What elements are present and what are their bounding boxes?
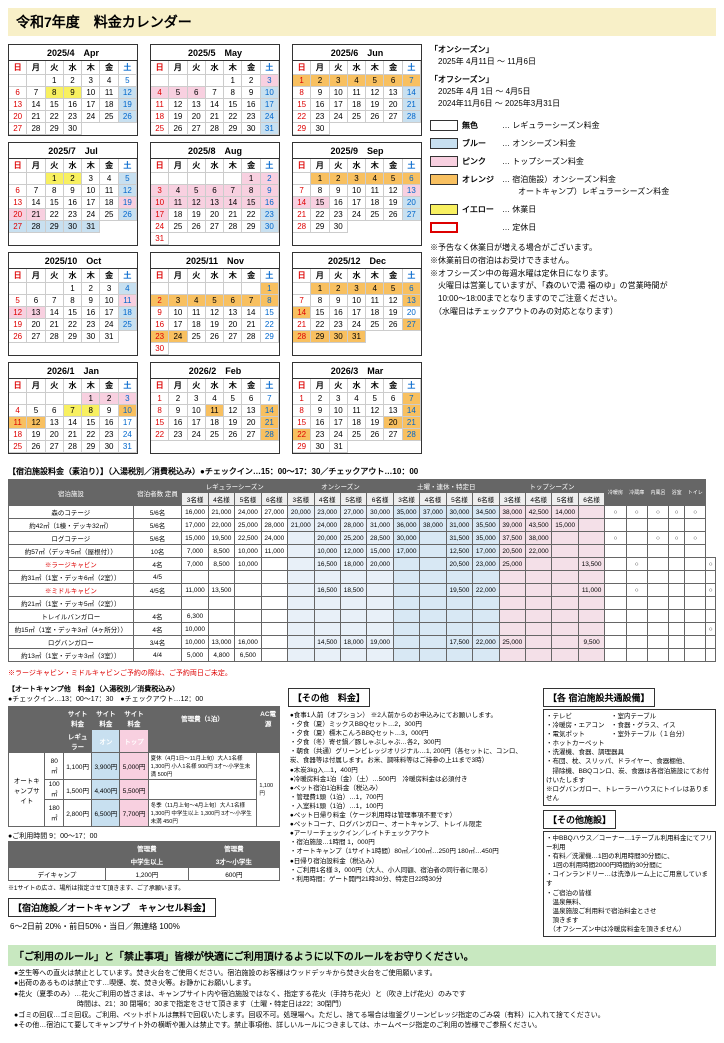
daycamp-table: 管理費管理費中学生以上3才～小学生デイキャンプ1,200円600円 [8, 841, 280, 881]
cabin-note: ※ラージキャビン・ミドルキャビンご予約の際は、ご予約両日ご未定。 [8, 668, 716, 678]
on-season-range: 2025年 4月11日 ～ 11月6日 [438, 56, 716, 68]
camp-price-table: サイト料金サイト料金サイト料金管理費（1泊）AC電源レギュラーオントップオートキ… [8, 706, 280, 827]
facility-head: 【その他施設】 [543, 810, 616, 829]
off-season-range2: 2024年11月6日 ～ 2025年3月31日 [438, 98, 716, 110]
facility-list: ・中BBQハウス／コーナー…1テーブル利用料金にてフリー利用・有料／洗濯機…1回… [543, 831, 716, 937]
camp-head: 【オートキャンプ他 料金】（入湯税別／消費税込み） [8, 684, 280, 694]
daycamp-head: ●ご利用時間 9：00～17：00 [8, 831, 280, 841]
rules-list: ●芝生等への直火は禁止としています。焚き火台をご使用ください。宿泊施設のお客様は… [8, 966, 716, 1035]
on-season-title: 「オンシーズン」 [430, 44, 716, 56]
off-season-range1: 2025年 4月 1日 ～ 4月5日 [438, 86, 716, 98]
lodging-price-table: 宿泊施設宿泊者数 定員レギュラーシーズンオンシーズン土曜・連休・特定日トップシー… [8, 479, 716, 662]
equip-head: 【各 宿泊施設共通設備】 [543, 688, 655, 707]
other-fees: ●食事1人前（オプション） ※2人前からのお申込みにてお願いします。・夕食（夏）… [288, 709, 535, 886]
other-head: 【その他 料金】 [288, 688, 370, 707]
cancel-head: 【宿泊施設／オートキャンプ キャンセル料金】 [8, 898, 216, 917]
legend-panel: 「オンシーズン」 2025年 4月11日 ～ 11月6日 「オフシーズン」 20… [430, 44, 716, 454]
lodging-head: 【宿泊施設料金（素泊り）】（入湯税別／消費税込み）●チェックイン…15：00～1… [8, 466, 716, 477]
equipment-list: ・テレビ ・室内テーブル・冷暖房・エアコン ・食器・グラス、イス・電気ポット ・… [543, 709, 716, 806]
daycamp-note: ※1サイトの広さ、場所は指定させて頂きます、ご了承願います。 [8, 883, 280, 892]
camp-sub: ●チェックイン…13：00～17：30 ●チェックアウト…12：00 [8, 694, 280, 704]
off-season-title: 「オフシーズン」 [430, 74, 716, 86]
calendar-grid: 2025/4 Apr日月火水木金土12345678910111213141516… [8, 44, 422, 454]
cancel-text: 6～2日前 20%・前日50%・当日／無連絡 100% [8, 919, 280, 934]
rules-head: 「ご利用のルール」と「禁止事項」皆様が快適にご利用頂けるように以下のルールをお守… [8, 945, 716, 966]
page-title: 令和7年度 料金カレンダー [8, 8, 716, 36]
